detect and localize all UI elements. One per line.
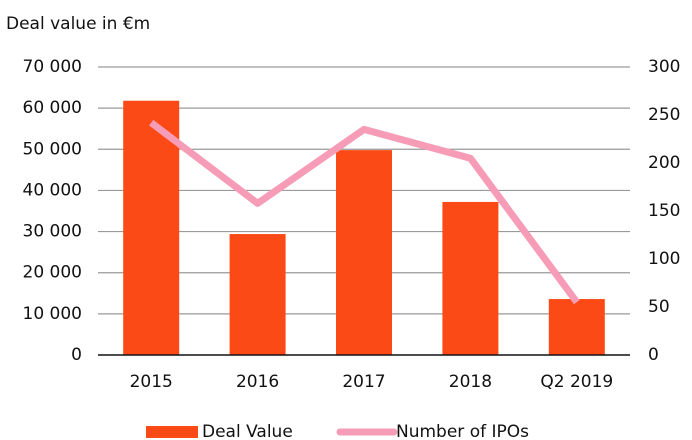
x-tick-label: 2018: [449, 372, 492, 392]
bar: [229, 234, 286, 355]
x-tick-label: 2017: [342, 372, 385, 392]
y2-tick-label: 250: [648, 105, 680, 125]
y-tick-label: 70 000: [23, 57, 82, 77]
bar: [548, 299, 605, 355]
y2-tick-label: 0: [648, 345, 659, 365]
x-tick-label: 2016: [236, 372, 279, 392]
line: [149, 119, 580, 305]
y2-tick-label: 300: [648, 57, 680, 77]
y2-tick-label: 150: [648, 201, 680, 221]
chart-title: Deal value in €m: [6, 14, 150, 34]
bar: [336, 150, 392, 355]
y2-tick-label: 100: [648, 249, 680, 269]
legend-swatch: [146, 426, 198, 438]
x-tick-label: Q2 2019: [540, 372, 613, 392]
bar: [442, 201, 499, 355]
y-tick-label: 10 000: [23, 304, 82, 324]
y-tick-label: 0: [71, 345, 82, 365]
y2-tick-label: 50: [648, 297, 670, 317]
y-tick-label: 50 000: [23, 139, 82, 159]
y-tick-label: 30 000: [23, 222, 82, 242]
y-tick-label: 60 000: [23, 98, 82, 118]
x-tick-label: 2015: [130, 372, 173, 392]
y-tick-label: 20 000: [23, 263, 82, 283]
bar: [123, 100, 180, 355]
legend-label: Number of IPOs: [396, 422, 529, 440]
y-tick-label: 40 000: [23, 180, 82, 200]
legend-label: Deal Value: [202, 422, 293, 440]
y2-tick-label: 200: [648, 153, 680, 173]
